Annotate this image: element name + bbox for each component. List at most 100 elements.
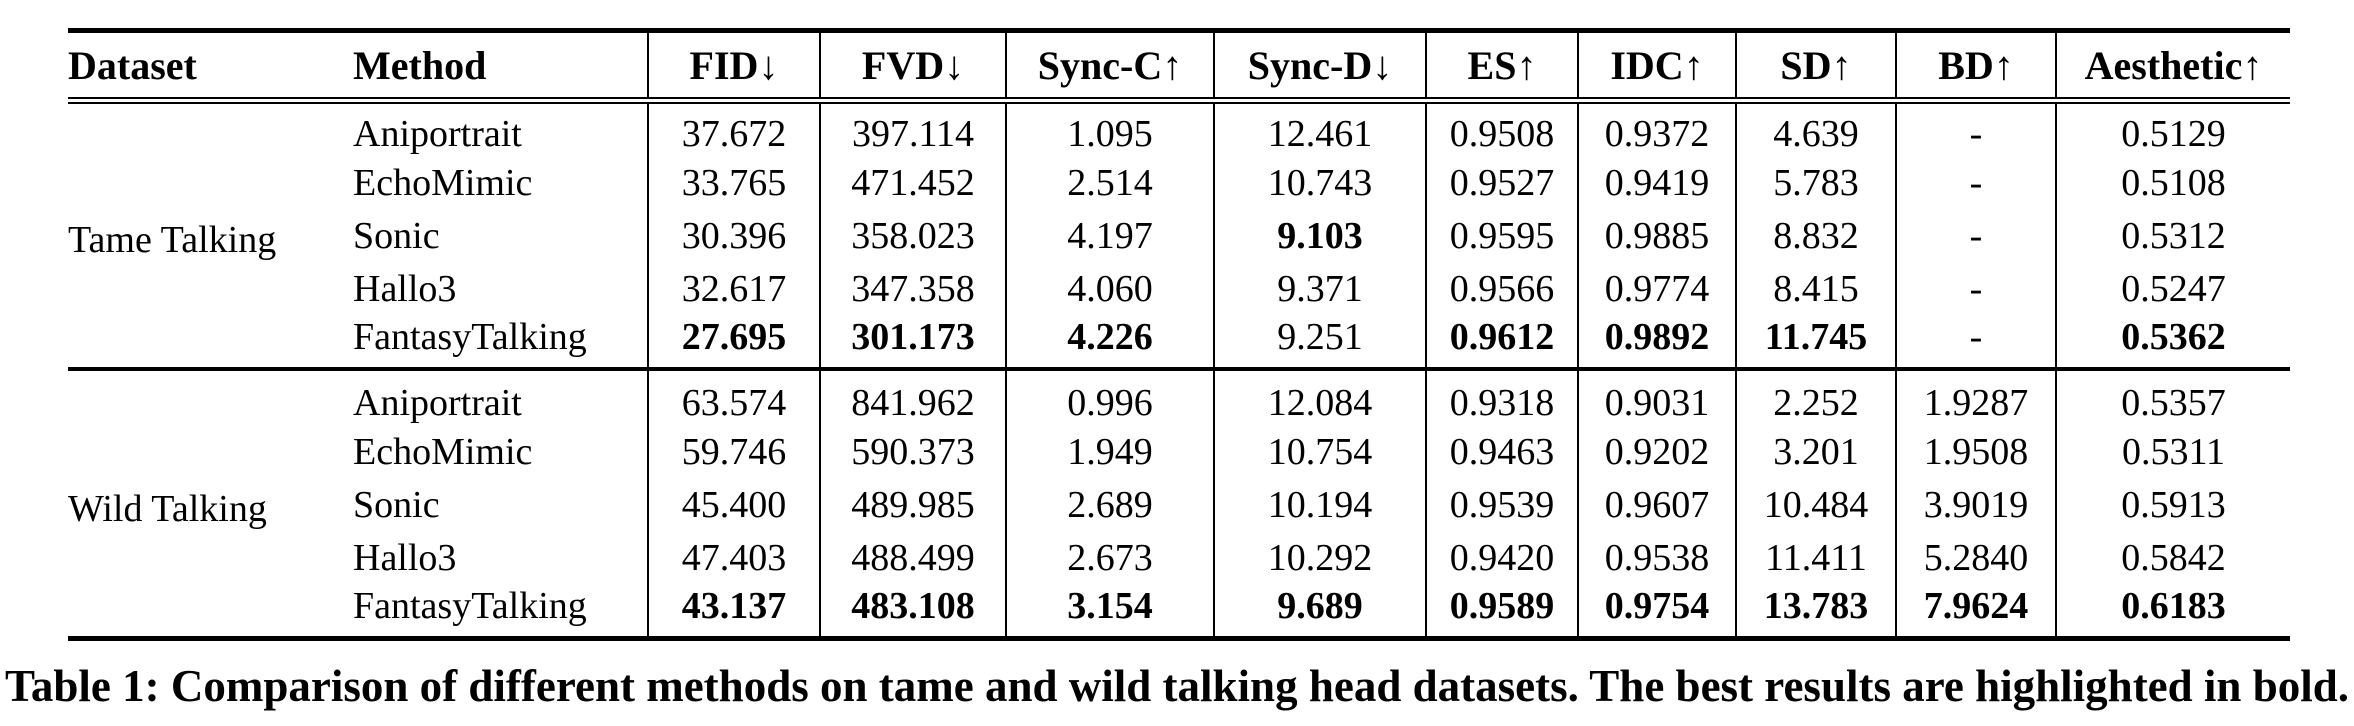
- metric-cell-sync-d: 9.371: [1213, 262, 1426, 315]
- col-header-method: Method: [353, 42, 487, 88]
- metric-cell-es: 0.9318: [1425, 369, 1578, 425]
- metric-cell-fvd: 301.173: [819, 315, 1006, 369]
- metric-cell-fid: 59.746: [647, 425, 820, 478]
- metric-cell-bd: -: [1895, 315, 2056, 369]
- group-tame-talking: Tame Talking Aniportrait 37.672 397.114 …: [68, 100, 2290, 369]
- metric-cell-bd: -: [1895, 156, 2056, 209]
- metric-cell-idc: 0.9885: [1577, 209, 1736, 262]
- metric-cell-fvd: 489.985: [819, 478, 1006, 531]
- results-table: Dataset Method FID↓ FVD↓ Sync-C↑ Sync-D↓…: [68, 28, 2290, 641]
- metric-cell-sync-c: 2.689: [1005, 478, 1214, 531]
- metric-cell-fid: 30.396: [647, 209, 820, 262]
- metric-cell-idc: 0.9031: [1577, 369, 1736, 425]
- metric-cell-sync-d: 10.194: [1213, 478, 1426, 531]
- metric-cell-bd: 1.9287: [1895, 369, 2056, 425]
- metric-cell-bd: -: [1895, 209, 2056, 262]
- col-header-idc: IDC↑: [1577, 30, 1736, 101]
- metric-cell-sd: 4.639: [1735, 100, 1896, 156]
- metric-cell-sync-c: 1.949: [1005, 425, 1214, 478]
- metric-cell-aesthetic: 0.5311: [2055, 425, 2290, 478]
- metric-cell-fvd: 483.108: [819, 584, 1006, 639]
- metric-cell-sync-d: 12.461: [1213, 100, 1426, 156]
- results-table-wrap: Dataset Method FID↓ FVD↓ Sync-C↑ Sync-D↓…: [68, 28, 2290, 641]
- table-row: FantasyTalking 27.695 301.173 4.226 9.25…: [68, 315, 2290, 369]
- metric-cell-idc: 0.9538: [1577, 531, 1736, 584]
- metric-cell-sync-d: 9.689: [1213, 584, 1426, 639]
- metric-cell-idc: 0.9372: [1577, 100, 1736, 156]
- metric-cell-fvd: 590.373: [819, 425, 1006, 478]
- metric-cell-fid: 47.403: [647, 531, 820, 584]
- method-label: EchoMimic: [353, 430, 533, 473]
- metric-cell-idc: 0.9892: [1577, 315, 1736, 369]
- col-header-es: ES↑: [1425, 30, 1578, 101]
- col-header-sync-d: Sync-D↓: [1213, 30, 1426, 101]
- col-header-fid: FID↓: [647, 30, 820, 101]
- metric-cell-sync-c: 4.060: [1005, 262, 1214, 315]
- metric-cell-aesthetic: 0.5247: [2055, 262, 2290, 315]
- table-row: EchoMimic 33.765 471.452 2.514 10.743 0.…: [68, 156, 2290, 209]
- metric-cell-sd: 11.745: [1735, 315, 1896, 369]
- metric-cell-sync-d: 12.084: [1213, 369, 1426, 425]
- metric-cell-es: 0.9589: [1425, 584, 1578, 639]
- metric-cell-aesthetic: 0.6183: [2055, 584, 2290, 639]
- metric-cell-idc: 0.9774: [1577, 262, 1736, 315]
- metric-cell-fid: 37.672: [647, 100, 820, 156]
- metric-cell-bd: 5.2840: [1895, 531, 2056, 584]
- metric-cell-sync-d: 9.251: [1213, 315, 1426, 369]
- metric-cell-es: 0.9595: [1425, 209, 1578, 262]
- col-header-dataset: Dataset: [68, 42, 197, 88]
- metric-cell-fid: 63.574: [647, 369, 820, 425]
- metric-cell-sync-c: 4.226: [1005, 315, 1214, 369]
- metric-cell-fid: 45.400: [647, 478, 820, 531]
- col-header-sd: SD↑: [1735, 30, 1896, 101]
- metric-cell-sync-c: 2.673: [1005, 531, 1214, 584]
- metric-cell-bd: 1.9508: [1895, 425, 2056, 478]
- metric-cell-bd: -: [1895, 262, 2056, 315]
- method-label: Aniportrait: [353, 113, 522, 155]
- metric-cell-es: 0.9508: [1425, 100, 1578, 156]
- method-label: FantasyTalking: [353, 585, 587, 627]
- metric-cell-aesthetic: 0.5312: [2055, 209, 2290, 262]
- metric-cell-es: 0.9463: [1425, 425, 1578, 478]
- metric-cell-sync-c: 3.154: [1005, 584, 1214, 639]
- metric-cell-idc: 0.9607: [1577, 478, 1736, 531]
- header-row: Dataset Method FID↓ FVD↓ Sync-C↑ Sync-D↓…: [68, 30, 2290, 101]
- table-caption: Table 1: Comparison of different methods…: [4, 661, 2350, 711]
- metric-cell-fid: 33.765: [647, 156, 820, 209]
- metric-cell-sd: 8.832: [1735, 209, 1896, 262]
- metric-cell-es: 0.9566: [1425, 262, 1578, 315]
- table-row: FantasyTalking 43.137 483.108 3.154 9.68…: [68, 584, 2290, 639]
- group-wild-talking: Wild Talking Aniportrait 63.574 841.962 …: [68, 369, 2290, 639]
- metric-cell-fvd: 471.452: [819, 156, 1006, 209]
- metric-cell-sync-c: 4.197: [1005, 209, 1214, 262]
- metric-cell-bd: -: [1895, 100, 2056, 156]
- metric-cell-sd: 5.783: [1735, 156, 1896, 209]
- metric-cell-idc: 0.9202: [1577, 425, 1736, 478]
- method-label: Hallo3: [353, 267, 457, 310]
- metric-cell-sd: 8.415: [1735, 262, 1896, 315]
- table-row: EchoMimic 59.746 590.373 1.949 10.754 0.…: [68, 425, 2290, 478]
- method-label: FantasyTalking: [353, 316, 587, 358]
- metric-cell-sync-c: 1.095: [1005, 100, 1214, 156]
- metric-cell-aesthetic: 0.5108: [2055, 156, 2290, 209]
- method-label: Aniportrait: [353, 382, 522, 424]
- metric-cell-idc: 0.9754: [1577, 584, 1736, 639]
- metric-cell-fvd: 841.962: [819, 369, 1006, 425]
- metric-cell-fvd: 397.114: [819, 100, 1006, 156]
- table-row: Wild Talking Aniportrait 63.574 841.962 …: [68, 369, 2290, 530]
- table-row: Tame Talking Aniportrait 37.672 397.114 …: [68, 100, 2290, 261]
- metric-cell-fvd: 358.023: [819, 209, 1006, 262]
- metric-cell-idc: 0.9419: [1577, 156, 1736, 209]
- table-header: Dataset Method FID↓ FVD↓ Sync-C↑ Sync-D↓…: [68, 30, 2290, 101]
- metric-cell-sync-d: 9.103: [1213, 209, 1426, 262]
- metric-cell-es: 0.9527: [1425, 156, 1578, 209]
- metric-cell-sync-d: 10.292: [1213, 531, 1426, 584]
- metric-cell-aesthetic: 0.5362: [2055, 315, 2290, 369]
- method-label: Sonic: [353, 214, 440, 257]
- metric-cell-sd: 11.411: [1735, 531, 1896, 584]
- col-header-bd: BD↑: [1895, 30, 2056, 101]
- dataset-label: Tame Talking: [68, 218, 277, 261]
- method-label: Hallo3: [353, 536, 457, 579]
- method-label: Sonic: [353, 483, 440, 526]
- metric-cell-sd: 3.201: [1735, 425, 1896, 478]
